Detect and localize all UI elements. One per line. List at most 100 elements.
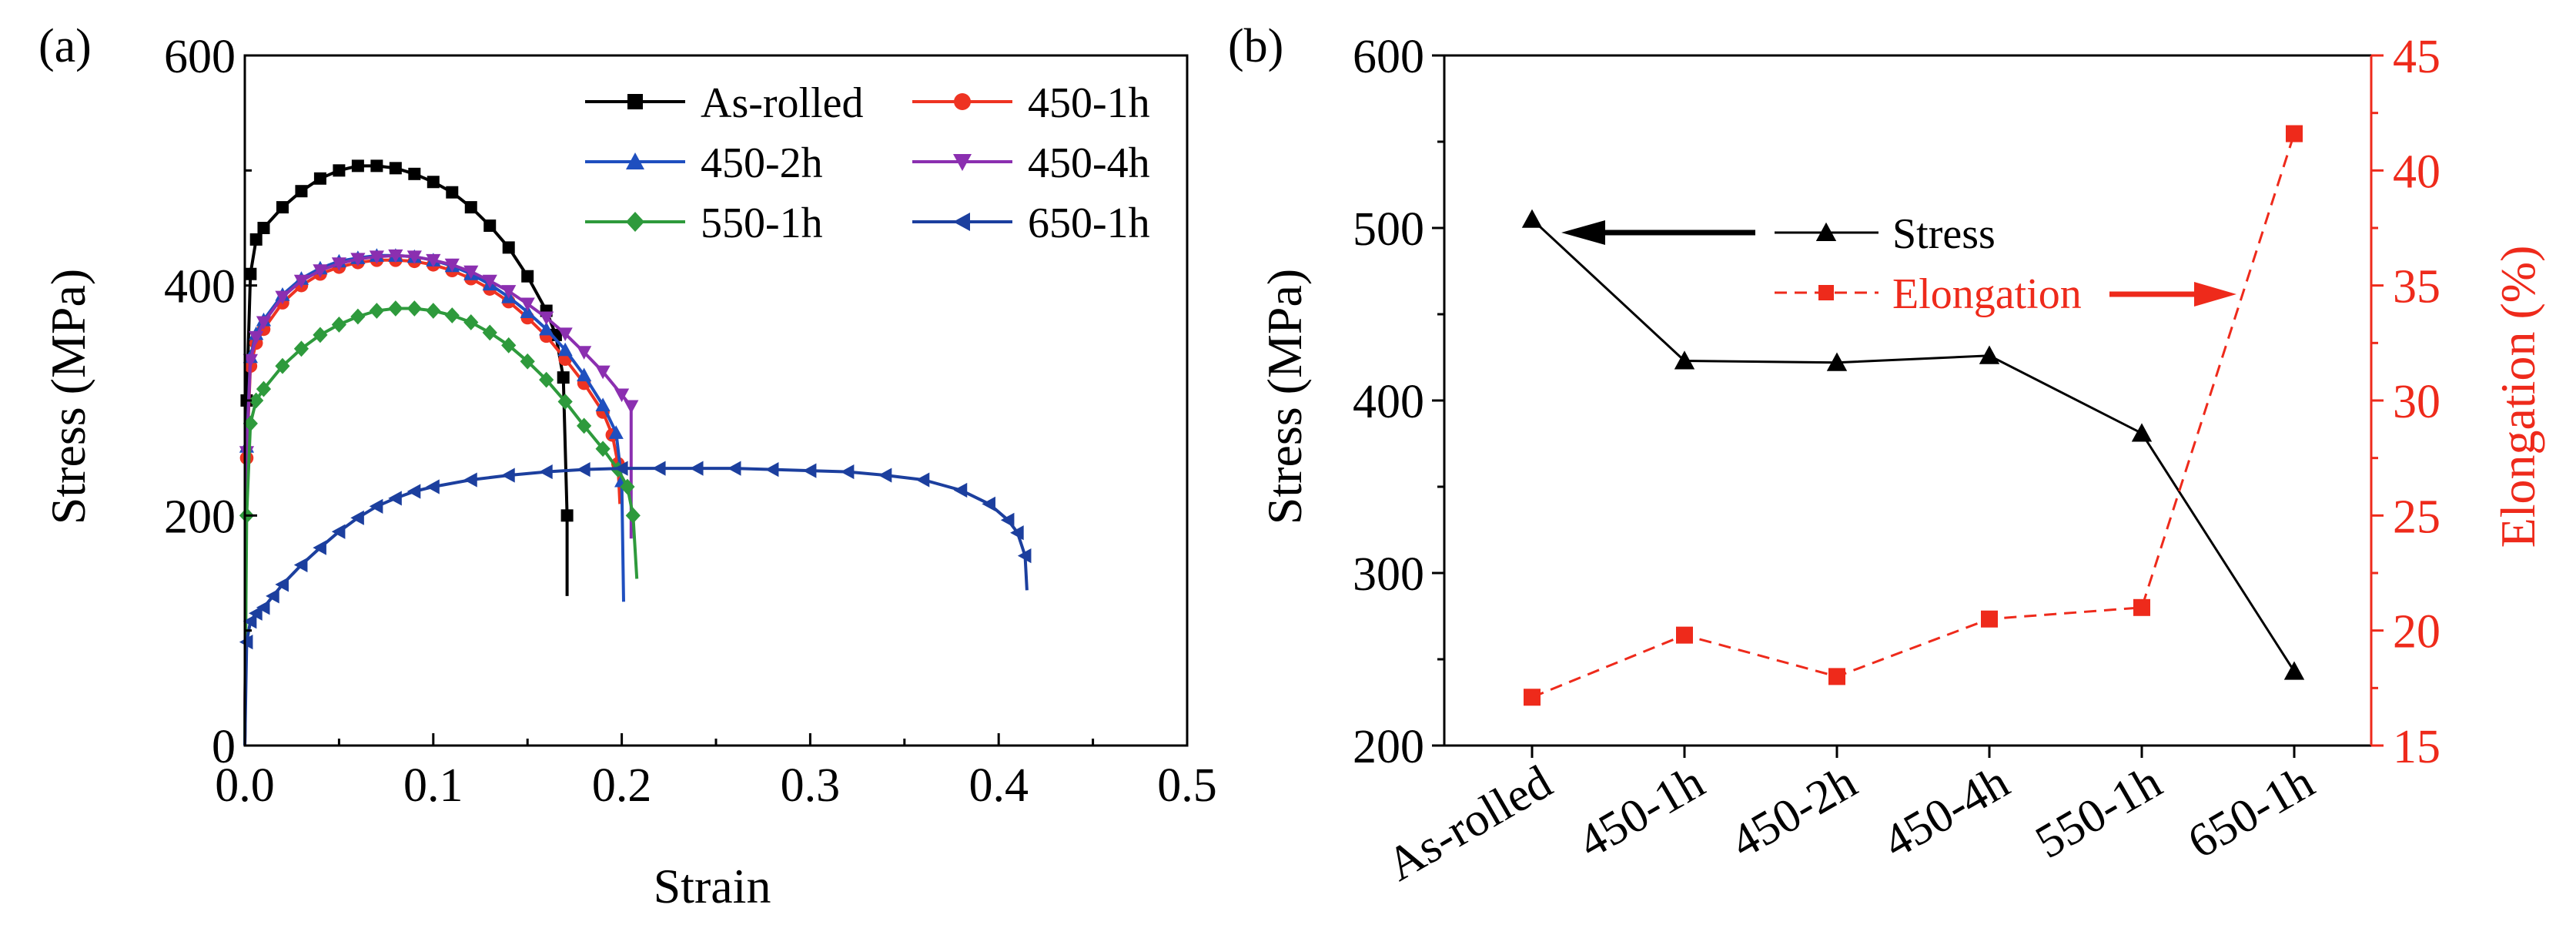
point-650-1h	[614, 461, 628, 476]
panel-b-y2-tick-label: 15	[2393, 721, 2441, 773]
point-elongation	[1524, 689, 1541, 706]
point-as-rolled	[483, 220, 497, 233]
panel-a-y-tick-label: 400	[164, 261, 236, 313]
point-as-rolled	[276, 201, 289, 214]
point-as-rolled	[408, 167, 421, 180]
panel-b-y-tick-label: 200	[1353, 721, 1424, 773]
panel-a-x-tick-label: 0.1	[403, 759, 463, 812]
legend-label-stress: Stress	[1892, 210, 1996, 258]
legend-label-650-1h: 650-1h	[1028, 199, 1150, 247]
legend-marker-650-1h	[953, 213, 970, 231]
point-450-4h	[557, 327, 573, 341]
legend-marker-elongation	[1818, 285, 1834, 300]
point-550-1h	[350, 308, 366, 325]
point-450-2h	[608, 425, 624, 439]
point-650-1h	[539, 464, 553, 480]
line-stress	[1531, 218, 2296, 672]
panel-b-y2-tick-label: 30	[2393, 376, 2441, 428]
point-650-1h	[651, 461, 666, 476]
point-650-1h	[266, 588, 279, 604]
panel-b-x-tick-label: 450-4h	[1875, 756, 2018, 869]
point-stress	[2131, 423, 2153, 442]
point-650-1h	[689, 461, 704, 476]
line-elongation	[1531, 133, 2296, 699]
panel-b: (b) 200 300 400 500 600 15 20 25 30 35 40 45 As-roll…	[1228, 20, 2545, 891]
point-650-1h	[764, 462, 779, 478]
panel-b-y2-tick-label: 20	[2393, 606, 2441, 659]
point-550-1h	[620, 478, 635, 495]
point-650-1h	[878, 468, 892, 483]
legend-label-450-1h: 450-1h	[1028, 79, 1150, 127]
point-550-1h	[406, 300, 422, 317]
stress-axis-arrow	[1561, 220, 1755, 245]
series-650-1h	[239, 461, 1032, 746]
point-550-1h	[243, 415, 258, 432]
panel-b-y-axis-label: Stress (MPa)	[1257, 269, 1312, 524]
point-550-1h	[426, 303, 441, 319]
panel-b-label: (b)	[1228, 20, 1283, 72]
point-as-rolled	[464, 201, 477, 214]
point-650-1h	[331, 524, 346, 539]
legend-item-450-4h: 450-4h	[912, 139, 1150, 187]
point-650-1h	[802, 463, 817, 478]
point-450-4h	[614, 388, 630, 403]
point-550-1h	[444, 307, 460, 323]
point-450-2h	[557, 342, 573, 357]
series-450-2h	[239, 248, 630, 746]
panel-a-x-tick-label: 0.0	[215, 759, 275, 812]
point-as-rolled	[557, 371, 570, 384]
point-as-rolled	[521, 270, 534, 283]
point-elongation	[1981, 610, 1998, 628]
point-550-1h	[625, 507, 641, 524]
point-as-rolled	[446, 186, 459, 199]
point-650-1h	[275, 577, 289, 592]
point-550-1h	[501, 337, 517, 354]
point-550-1h	[331, 317, 346, 333]
panel-b-y2-tick-label: 25	[2393, 491, 2441, 543]
legend-marker-450-1h	[954, 93, 971, 110]
point-650-1h	[1017, 548, 1032, 564]
point-450-4h	[577, 346, 592, 360]
series-elongation	[1524, 125, 2303, 706]
panel-b-y-tick-label: 600	[1353, 31, 1424, 83]
legend-label-450-4h: 450-4h	[1028, 139, 1150, 187]
point-550-1h	[249, 392, 264, 409]
point-450-2h	[520, 304, 535, 319]
point-as-rolled	[244, 267, 257, 280]
panel-a-y-tick-label: 600	[164, 31, 236, 83]
point-as-rolled	[427, 176, 440, 189]
point-650-1h	[463, 472, 477, 488]
panel-a-x-tick-label: 0.2	[592, 759, 652, 812]
point-550-1h	[577, 417, 592, 434]
point-450-4h	[482, 274, 497, 289]
point-450-4h	[313, 264, 328, 278]
point-450-4h	[369, 250, 384, 264]
elongation-arrowhead	[2194, 282, 2236, 307]
panel-b-legend: Stress Elongation	[1561, 210, 2236, 318]
legend-label-450-2h: 450-2h	[701, 139, 823, 187]
point-550-1h	[369, 303, 384, 319]
point-650-1h	[293, 557, 308, 573]
point-450-4h	[275, 290, 290, 305]
point-450-4h	[350, 253, 366, 266]
panel-b-x-tick-label: 650-1h	[2180, 756, 2323, 869]
panel-a-x-tick-label: 0.3	[781, 759, 841, 812]
legend-label-550-1h: 550-1h	[701, 199, 823, 247]
point-650-1h	[501, 468, 515, 483]
point-450-4h	[444, 258, 460, 273]
panel-a-x-tick-label: 0.5	[1157, 759, 1217, 812]
point-450-4h	[463, 265, 479, 280]
point-550-1h	[275, 357, 290, 374]
panel-b-x-tick-label: As-rolled	[1378, 756, 1561, 891]
line-as-rolled	[243, 164, 569, 746]
panel-b-y-tick-label: 300	[1353, 548, 1424, 601]
point-550-1h	[256, 380, 272, 397]
legend-item-stress: Stress	[1775, 210, 1996, 258]
point-550-1h	[595, 441, 611, 457]
point-450-4h	[501, 285, 517, 299]
panel-a-y-axis-label: Stress (MPa)	[41, 269, 95, 524]
point-550-1h	[539, 371, 554, 388]
point-650-1h	[1010, 525, 1024, 541]
